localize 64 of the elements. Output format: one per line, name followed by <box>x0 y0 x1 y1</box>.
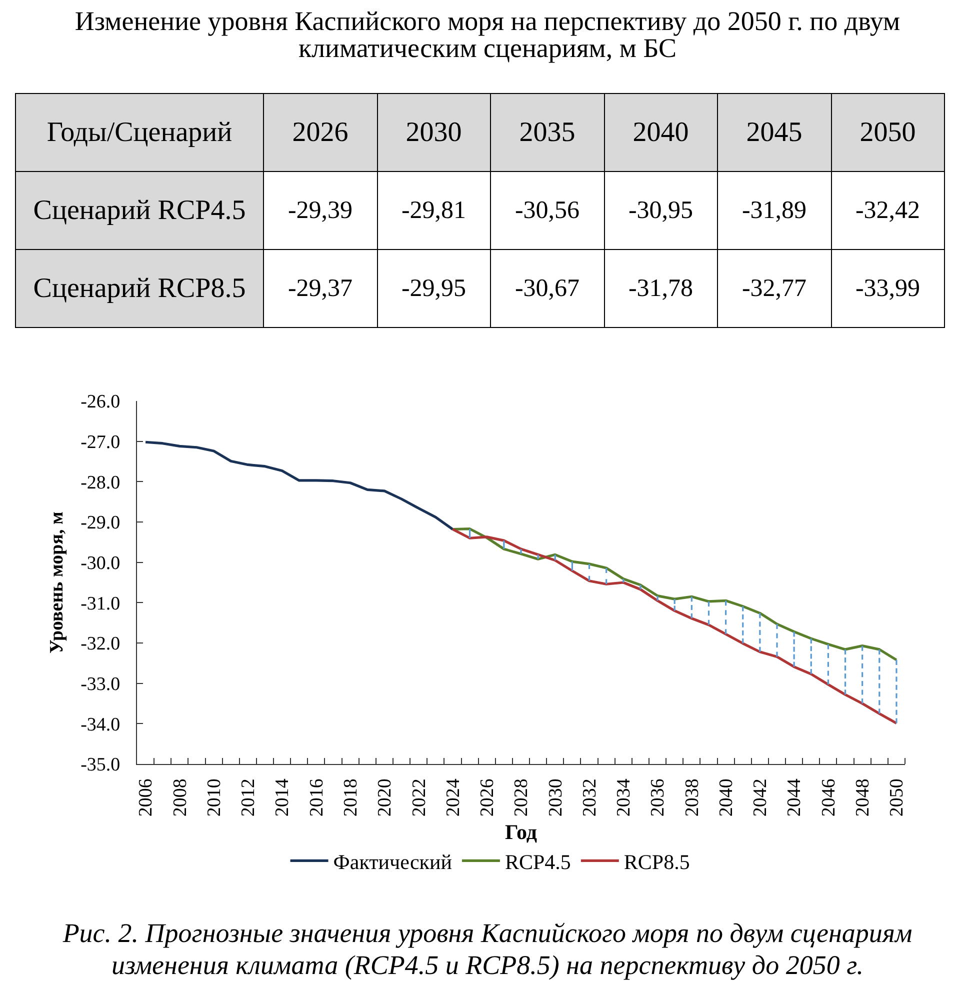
legend-label: Фактический <box>333 850 452 874</box>
y-tick-label: Сценарий RCP4.5 <box>16 172 264 250</box>
data-label: -29,39 <box>264 172 377 250</box>
x-tick-label: 2012 <box>238 778 260 817</box>
data-label: -32,77 <box>718 250 831 328</box>
line-series <box>451 528 898 725</box>
data-label: -29,37 <box>264 250 377 328</box>
x-tick-label: 2046 <box>818 778 840 817</box>
data-label: -30,56 <box>490 172 604 250</box>
x-tick-label: 2036 <box>648 778 669 817</box>
y-tick-label: -32.0 <box>80 634 120 655</box>
line-series <box>451 528 898 662</box>
x-tick-label: 2048 <box>852 778 874 817</box>
x-tick-label: 2030 <box>377 94 490 172</box>
chart-title: Изменение уровня Каспийского моря на перспективу до 2050 г. по двум климатическим сценариям, м БС <box>74 6 902 63</box>
y-tick-label: -34.0 <box>80 714 120 736</box>
y-tick-label: -31.0 <box>80 593 120 614</box>
x-tick-label: 2050 <box>831 94 944 172</box>
x-tick-label: 2044 <box>784 778 806 817</box>
x-tick-label: 2045 <box>718 94 831 172</box>
x-tick-label: 2020 <box>374 778 396 817</box>
legend-label: RCP4.5 <box>504 850 571 874</box>
data-label: -30,67 <box>490 250 604 328</box>
y-tick-label: -26.0 <box>80 392 120 413</box>
x-tick-label: 2026 <box>477 778 498 817</box>
x-tick-label: 2040 <box>716 778 737 817</box>
y-tick-label: -35.0 <box>80 754 120 776</box>
x-tick-label: 2038 <box>682 778 703 817</box>
text: Рис. 2. Прогнозные значения уровня Каспийского моря по двум сценариям изменения климата (RCP4.5 и RCP8.5) на перспективу до 2050 г. <box>62 917 914 981</box>
x-tick-label: 2006 <box>136 778 157 817</box>
x-tick-label: 2040 <box>604 94 718 172</box>
x-tick-label: 2050 <box>886 778 908 817</box>
y-tick-label: -30.0 <box>80 552 120 574</box>
data-label: -31,78 <box>604 250 718 328</box>
x-tick-label: 2022 <box>408 778 430 817</box>
y-tick-label: -33.0 <box>80 674 120 695</box>
x-tick-label: 2032 <box>579 778 600 817</box>
y-tick-label: -27.0 <box>80 432 120 453</box>
data-label: -31,89 <box>718 172 831 250</box>
data-label: -32,42 <box>831 172 944 250</box>
x-tick-label: 2042 <box>750 778 772 817</box>
x-tick-label: 2018 <box>340 778 362 817</box>
x-tick-label: 2028 <box>511 778 532 817</box>
data-label: -29,81 <box>377 172 490 250</box>
x-tick-label: 2014 <box>272 778 294 817</box>
y-tick-label: -28.0 <box>80 472 120 494</box>
y-axis-title: Уровень моря, м <box>46 512 68 654</box>
x-tick-label: 2026 <box>264 94 377 172</box>
line-series <box>144 440 454 531</box>
data-label: -29,95 <box>377 250 490 328</box>
x-tick-label: 2010 <box>204 778 225 817</box>
x-tick-label: 2008 <box>170 778 191 817</box>
y-tick-label: Сценарий RCP8.5 <box>16 250 264 328</box>
x-tick-label: 2016 <box>306 778 328 817</box>
x-tick-label: 2024 <box>442 778 464 817</box>
x-axis-title: Год <box>504 820 538 844</box>
data-label: -30,95 <box>604 172 718 250</box>
x-axis-title: Годы/Сценарий <box>16 94 264 172</box>
x-tick-label: 2034 <box>614 778 635 817</box>
y-tick-label: -29.0 <box>80 512 120 534</box>
data-label: -33,99 <box>831 250 944 328</box>
x-tick-label: 2035 <box>490 94 604 172</box>
x-tick-label: 2030 <box>545 778 566 817</box>
legend-label: RCP8.5 <box>624 850 690 874</box>
